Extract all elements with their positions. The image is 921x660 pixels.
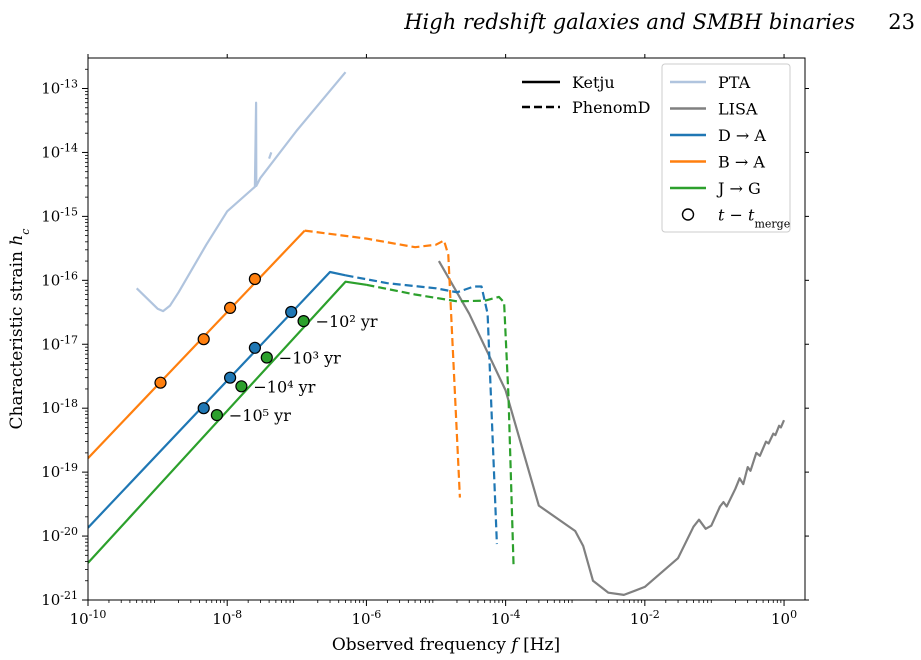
y-tick-label: 10-18: [41, 397, 78, 418]
series-line-pta-solid: [135, 71, 347, 313]
series-line-d-to-a-dashed: [345, 274, 498, 545]
legend-label-lisa: LISA: [718, 100, 758, 119]
x-tick-label: 100: [771, 608, 797, 629]
x-tick-label: 10-2: [630, 608, 660, 629]
legend-label-d-to-a: D → A: [718, 126, 766, 145]
merge-marker-d-to-a: [224, 371, 237, 384]
x-tick-label: 10-4: [491, 608, 521, 629]
time-annotation: −10⁵ yr: [229, 406, 291, 425]
merge-marker-j-to-g: [210, 409, 223, 422]
series-line-pta-solid: [268, 152, 273, 159]
merge-marker-j-to-g: [235, 380, 248, 393]
series-line-j-to-g-solid: [88, 280, 367, 564]
x-tick-label: 10-6: [352, 608, 382, 629]
y-tick-label: 10-14: [41, 141, 78, 162]
legend-box: [661, 63, 791, 233]
series-line-d-to-a-solid: [88, 270, 346, 529]
legend-label-ketju: Ketju: [572, 73, 615, 92]
y-tick-label: 10-15: [41, 205, 78, 226]
series-line-b-to-a-dashed: [304, 229, 461, 498]
merge-marker-d-to-a: [197, 402, 210, 415]
merge-marker-j-to-g: [297, 315, 310, 328]
x-tick-label: 10-10: [70, 608, 107, 629]
merge-marker-b-to-a: [224, 301, 237, 314]
series-line-lisa-solid: [437, 260, 786, 596]
x-tick-label: 10-8: [212, 608, 242, 629]
y-tick-label: 10-16: [41, 269, 78, 290]
x-axis-label: Observed frequency f [Hz]: [332, 635, 560, 655]
plot-frame: [87, 57, 806, 601]
y-tick-label: 10-17: [41, 333, 78, 354]
time-annotation: −10² yr: [316, 312, 378, 331]
legend-label-pta: PTA: [718, 73, 751, 92]
page-header: High redshift galaxies and SMBH binaries…: [0, 0, 921, 40]
y-tick-label: 10-13: [41, 77, 78, 98]
page-number: 23: [888, 10, 915, 34]
time-annotation: −10⁴ yr: [253, 377, 315, 396]
merge-marker-j-to-g: [260, 351, 273, 364]
y-tick-label: 10-20: [41, 525, 78, 546]
legend-label-b-to-a: B → A: [718, 153, 765, 172]
y-tick-label: 10-19: [41, 461, 78, 482]
merge-marker-d-to-a: [248, 341, 261, 354]
series-line-j-to-g-dashed: [366, 283, 515, 567]
y-tick-label: 10-21: [41, 589, 78, 610]
merge-marker-b-to-a: [197, 333, 210, 346]
legend-label-j-to-g: J → G: [716, 179, 761, 198]
y-axis-label: Characteristic strain hc: [7, 229, 32, 430]
series-line-b-to-a-solid: [88, 229, 306, 459]
linestyle-legend: Ketju PhenomD: [522, 73, 650, 117]
running-title: High redshift galaxies and SMBH binaries: [404, 10, 855, 34]
time-annotation: −10³ yr: [279, 349, 341, 368]
legend-marker-swatch: [681, 208, 695, 221]
legend-label-phenomd: PhenomD: [572, 98, 650, 117]
merge-marker-d-to-a: [285, 305, 298, 319]
merge-marker-b-to-a: [154, 376, 167, 389]
merge-marker-b-to-a: [248, 272, 261, 286]
